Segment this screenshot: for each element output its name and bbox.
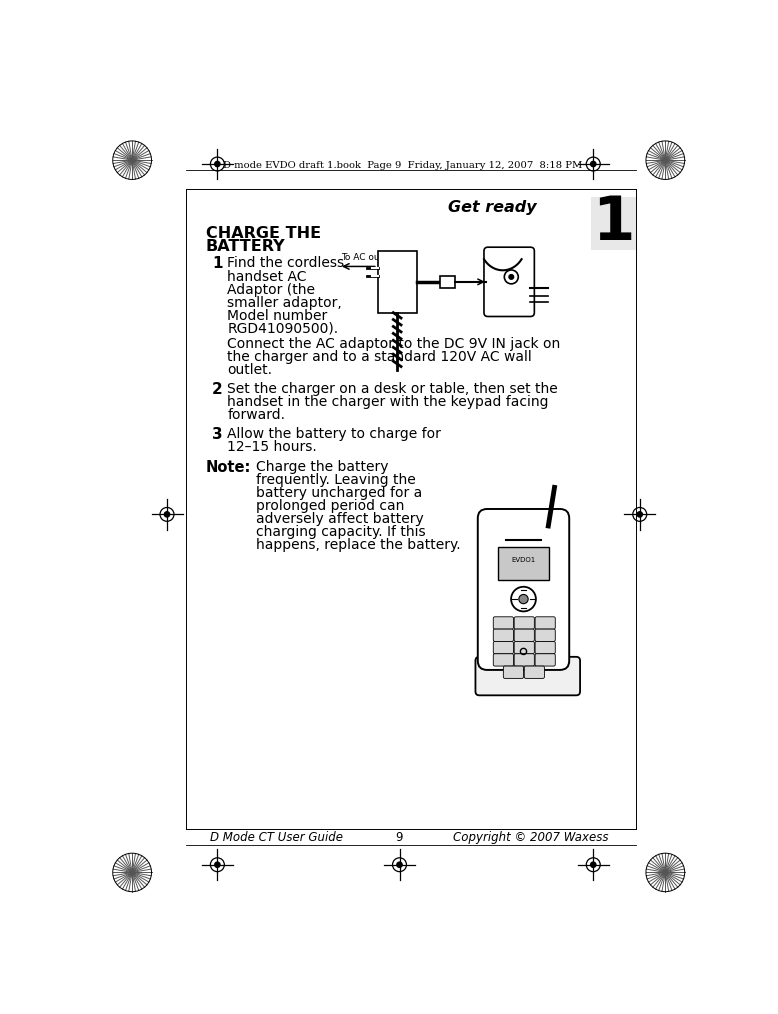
Circle shape	[591, 862, 596, 867]
Text: adversely affect battery: adversely affect battery	[256, 512, 424, 526]
Text: Find the cordless: Find the cordless	[227, 257, 345, 271]
FancyBboxPatch shape	[535, 617, 555, 629]
Text: Set the charger on a desk or table, then set the: Set the charger on a desk or table, then…	[227, 382, 558, 395]
Bar	[440, 276, 455, 288]
Text: Note:: Note:	[205, 459, 251, 475]
FancyBboxPatch shape	[514, 629, 534, 642]
FancyBboxPatch shape	[478, 509, 569, 670]
Circle shape	[397, 862, 402, 867]
Text: smaller adaptor,: smaller adaptor,	[227, 296, 342, 309]
FancyBboxPatch shape	[514, 617, 534, 629]
FancyBboxPatch shape	[535, 629, 555, 642]
Text: 1: 1	[592, 194, 635, 252]
Text: Charge the battery: Charge the battery	[256, 459, 389, 474]
Text: prolonged period can: prolonged period can	[256, 499, 405, 513]
Text: D Mode CT User Guide: D Mode CT User Guide	[209, 830, 342, 844]
Text: 1: 1	[212, 257, 223, 272]
Text: Copyright © 2007 Waxess: Copyright © 2007 Waxess	[454, 830, 608, 844]
Circle shape	[519, 594, 528, 603]
Text: frequently. Leaving the: frequently. Leaving the	[256, 473, 416, 487]
Text: forward.: forward.	[227, 408, 286, 422]
Text: EVDO1: EVDO1	[511, 557, 535, 563]
FancyBboxPatch shape	[535, 654, 555, 666]
Text: handset AC: handset AC	[227, 270, 307, 284]
Circle shape	[591, 161, 596, 166]
Text: battery uncharged for a: battery uncharged for a	[256, 486, 422, 500]
Text: Adaptor (the: Adaptor (the	[227, 283, 315, 297]
FancyBboxPatch shape	[524, 666, 545, 678]
Text: 3: 3	[212, 427, 223, 442]
FancyBboxPatch shape	[514, 654, 534, 666]
FancyBboxPatch shape	[514, 642, 534, 654]
Text: 2: 2	[212, 382, 223, 396]
FancyBboxPatch shape	[493, 629, 513, 642]
Text: handset in the charger with the keypad facing: handset in the charger with the keypad f…	[227, 395, 549, 409]
Text: RGD41090500).: RGD41090500).	[227, 321, 338, 336]
Text: 12–15 hours.: 12–15 hours.	[227, 440, 317, 454]
Text: 9: 9	[396, 830, 403, 844]
Circle shape	[637, 512, 643, 517]
Text: CHARGE THE: CHARGE THE	[205, 226, 321, 240]
Bar	[591, 197, 636, 249]
FancyBboxPatch shape	[493, 617, 513, 629]
Text: Connect the AC adaptor to the DC 9V IN jack on: Connect the AC adaptor to the DC 9V IN j…	[227, 337, 561, 351]
FancyBboxPatch shape	[535, 642, 555, 654]
Circle shape	[215, 862, 220, 867]
Text: To AC outlet: To AC outlet	[342, 252, 395, 262]
Bar	[378, 251, 416, 312]
FancyBboxPatch shape	[493, 654, 513, 666]
Text: charging capacity. If this: charging capacity. If this	[256, 525, 426, 539]
FancyBboxPatch shape	[493, 642, 513, 654]
FancyBboxPatch shape	[503, 666, 524, 678]
FancyBboxPatch shape	[475, 657, 580, 696]
Text: outlet.: outlet.	[227, 363, 272, 376]
Text: happens, replace the battery.: happens, replace the battery.	[256, 538, 461, 553]
Text: Get ready: Get ready	[448, 200, 537, 215]
Text: Allow the battery to charge for: Allow the battery to charge for	[227, 427, 441, 441]
Text: BATTERY: BATTERY	[205, 239, 286, 255]
Text: Model number: Model number	[227, 309, 328, 322]
Circle shape	[215, 161, 220, 166]
Text: D mode EVDO draft 1.book  Page 9  Friday, January 12, 2007  8:18 PM: D mode EVDO draft 1.book Page 9 Friday, …	[223, 161, 582, 170]
FancyBboxPatch shape	[484, 247, 534, 316]
Bar	[498, 548, 549, 580]
Circle shape	[509, 275, 513, 279]
Text: the charger and to a standard 120V AC wall: the charger and to a standard 120V AC wa…	[227, 350, 532, 364]
Circle shape	[164, 512, 170, 517]
